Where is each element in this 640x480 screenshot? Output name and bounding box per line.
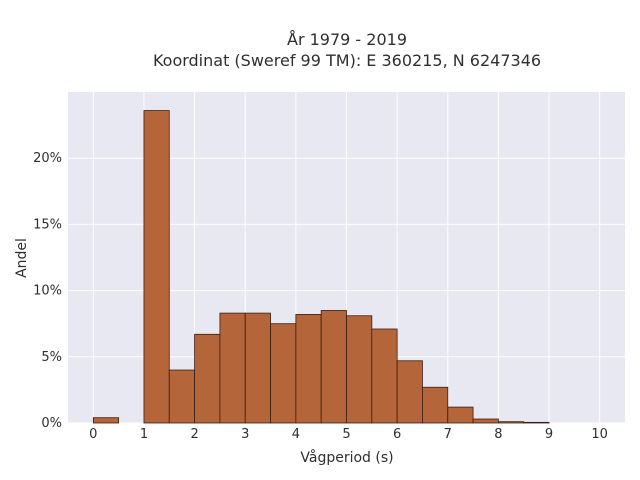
y-tick-labels: 0% 5% 10% 15% 20% (33, 151, 62, 431)
histogram-bar (498, 421, 525, 424)
x-tick-label: 7 (444, 427, 452, 442)
histogram-bar (523, 421, 550, 424)
histogram-bar (396, 360, 423, 424)
histogram-bar (320, 310, 347, 424)
histogram-bar (447, 406, 474, 424)
y-tick-label: 10% (33, 284, 62, 299)
x-tick-label: 9 (545, 427, 553, 442)
y-tick-label: 5% (41, 350, 62, 365)
x-tick-label: 3 (241, 427, 249, 442)
y-axis-label: Andel (14, 238, 30, 278)
histogram-bar (194, 333, 221, 424)
x-tick-label: 6 (393, 427, 401, 442)
histogram-bar (270, 323, 297, 424)
histogram-bar (92, 417, 120, 424)
x-tick-label: 4 (292, 427, 300, 442)
y-tick-label: 15% (33, 217, 62, 232)
x-tick-labels: 0 1 2 3 4 5 6 7 8 9 10 (89, 427, 608, 442)
x-tick-label: 0 (89, 427, 97, 442)
histogram-bar (168, 369, 195, 424)
histogram-bar (472, 418, 499, 424)
bars-group (92, 110, 550, 424)
chart-title-line2: Koordinat (Sweref 99 TM): E 360215, N 62… (153, 51, 541, 70)
histogram-bar (244, 312, 271, 424)
histogram-bar (295, 314, 322, 424)
chart-title-line1: År 1979 - 2019 (287, 30, 407, 49)
histogram-bar (219, 312, 246, 424)
histogram-bar (143, 110, 170, 424)
histogram-bar (346, 315, 373, 424)
histogram-bar (371, 328, 398, 424)
y-tick-label: 20% (33, 151, 62, 166)
x-tick-label: 2 (190, 427, 198, 442)
y-tick-label: 0% (41, 416, 62, 431)
x-tick-label: 8 (494, 427, 502, 442)
x-tick-label: 5 (342, 427, 350, 442)
x-axis-label: Vågperiod (s) (300, 449, 393, 466)
x-tick-label: 1 (140, 427, 148, 442)
histogram-bar (422, 386, 449, 424)
x-tick-label: 10 (591, 427, 608, 442)
